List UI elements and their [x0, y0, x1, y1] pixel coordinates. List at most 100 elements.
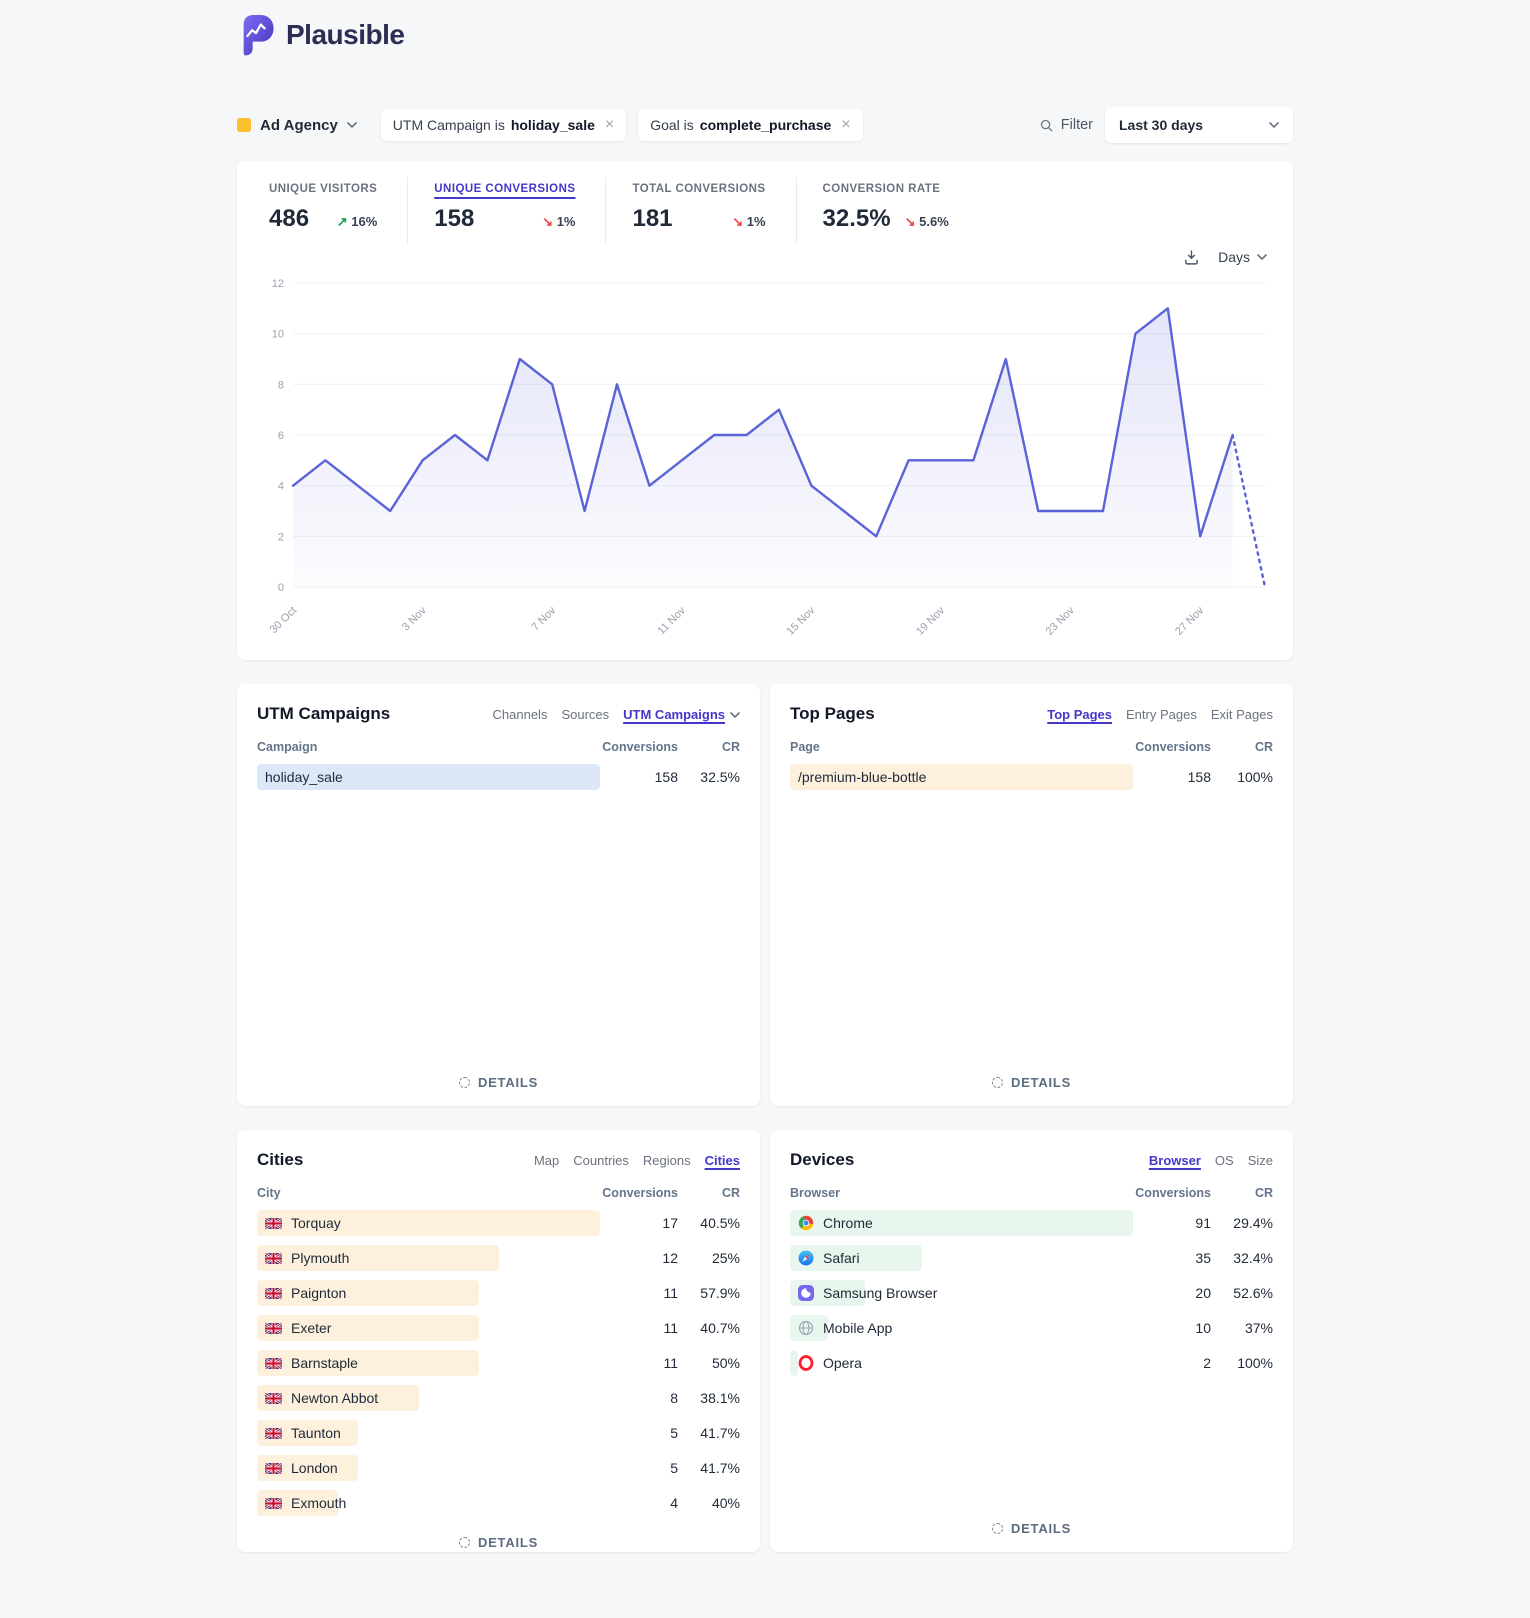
stat-unique-conversions[interactable]: UNIQUE CONVERSIONS 158 ↘ 1% [407, 177, 605, 243]
item-name: Exeter [291, 1320, 332, 1336]
svg-text:27 Nov: 27 Nov [1173, 604, 1206, 637]
list-item-exmouth[interactable]: Exmouth 4 40% [257, 1490, 740, 1516]
item-conversions: 5 [670, 1460, 678, 1476]
item-conversions: 11 [663, 1320, 678, 1336]
stat-value: 158 [434, 205, 475, 232]
item-cr: 29.4% [1233, 1215, 1273, 1231]
item-cr: 38.1% [700, 1390, 740, 1406]
item-cr: 52.6% [1233, 1285, 1273, 1301]
interval-picker[interactable]: Days [1218, 249, 1267, 265]
details-button[interactable]: DETAILS [991, 1521, 1071, 1536]
tab-browser[interactable]: Browser [1148, 1153, 1201, 1168]
opera-icon [798, 1355, 814, 1371]
value-bar [257, 764, 600, 790]
item-name: /premium-blue-bottle [798, 769, 927, 785]
list-item-chrome[interactable]: Chrome 91 29.4% [790, 1210, 1273, 1236]
tab-utm-campaigns[interactable]: UTM Campaigns [623, 707, 740, 722]
interval-value: Days [1218, 249, 1250, 265]
list-item-plymouth[interactable]: Plymouth 12 25% [257, 1245, 740, 1271]
uk-flag-icon [265, 1322, 282, 1334]
chrome-icon [798, 1215, 814, 1231]
svg-text:19 Nov: 19 Nov [914, 604, 947, 637]
stat-change: ↗ 16% [336, 214, 378, 229]
stat-unique-visitors[interactable]: UNIQUE VISITORS 486 ↗ 16% [261, 177, 407, 243]
value-bar [790, 764, 1133, 790]
list-item-barnstaple[interactable]: Barnstaple 11 50% [257, 1350, 740, 1376]
tab-channels[interactable]: Channels [492, 707, 548, 722]
utm-campaigns-panel: UTM Campaigns Channels Sources UTM Campaign… [237, 684, 760, 1106]
svg-text:3 Nov: 3 Nov [400, 604, 429, 633]
value-bar [790, 1210, 1133, 1236]
svg-text:30 Oct: 30 Oct [268, 605, 299, 636]
filter-button[interactable]: Filter [1039, 117, 1093, 133]
export-button[interactable] [1183, 249, 1200, 266]
site-name: Ad Agency [260, 116, 338, 134]
list-item--premium-blue-bottle[interactable]: /premium-blue-bottle 158 100% [790, 764, 1273, 790]
stat-conversion-rate[interactable]: CONVERSION RATE 32.5% ↘ 5.6% [795, 177, 979, 243]
svg-text:10: 10 [272, 329, 284, 341]
uk-flag-icon [265, 1392, 282, 1404]
item-cr: 32.5% [700, 769, 740, 785]
arrow-down-icon: ↘ [732, 214, 744, 229]
list-item-mobile-app[interactable]: Mobile App 10 37% [790, 1315, 1273, 1341]
item-conversions: 158 [1187, 769, 1211, 785]
item-conversions: 35 [1195, 1250, 1211, 1266]
list-item-newton-abbot[interactable]: Newton Abbot 8 38.1% [257, 1385, 740, 1411]
list-item-safari[interactable]: Safari 35 32.4% [790, 1245, 1273, 1271]
svg-text:8: 8 [278, 379, 284, 391]
svg-text:4: 4 [278, 481, 284, 493]
item-name: Chrome [823, 1215, 873, 1231]
item-conversions: 10 [1195, 1320, 1211, 1336]
filter-pill-complete_purchase[interactable]: Goal is complete_purchase × [638, 109, 863, 141]
tab-cities[interactable]: Cities [704, 1153, 740, 1168]
date-range-picker[interactable]: Last 30 days [1105, 107, 1293, 143]
filter-bar: Ad Agency UTM Campaign is holiday_sale × G… [237, 107, 1293, 143]
tab-os[interactable]: OS [1214, 1153, 1234, 1168]
details-button[interactable]: DETAILS [991, 1075, 1071, 1090]
tab-map[interactable]: Map [533, 1153, 560, 1168]
list-item-london[interactable]: London 5 41.7% [257, 1455, 740, 1481]
stats-row: UNIQUE VISITORS 486 ↗ 16% UNIQUE CONVERSION… [261, 177, 1269, 243]
item-conversions: 91 [1195, 1215, 1211, 1231]
tab-top-pages[interactable]: Top Pages [1047, 707, 1113, 722]
list-item-opera[interactable]: Opera 2 100% [790, 1350, 1273, 1376]
remove-filter-button[interactable]: × [601, 117, 614, 133]
item-name: Safari [823, 1250, 860, 1266]
arrow-up-icon: ↗ [336, 214, 348, 229]
stat-total-conversions[interactable]: TOTAL CONVERSIONS 181 ↘ 1% [605, 177, 795, 243]
column-headers: City Conversions CR [257, 1186, 740, 1200]
value-bar [257, 1315, 479, 1341]
item-name: Torquay [291, 1215, 341, 1231]
remove-filter-button[interactable]: × [837, 117, 850, 133]
item-name: holiday_sale [265, 769, 343, 785]
tab-exit-pages[interactable]: Exit Pages [1210, 707, 1273, 722]
uk-flag-icon [265, 1357, 282, 1369]
item-cr: 25% [711, 1250, 740, 1266]
tab-size[interactable]: Size [1247, 1153, 1273, 1168]
filter-pill-prefix: UTM Campaign is [392, 117, 505, 133]
tab-regions[interactable]: Regions [642, 1153, 691, 1168]
conversions-chart[interactable]: 0 2 4 6 8 10 12 30 Oct 3 Nov 7 Nov 11 Nov 15 Nov 19 … [261, 273, 1269, 650]
list-item-torquay[interactable]: Torquay 17 40.5% [257, 1210, 740, 1236]
list-item-paignton[interactable]: Paignton 11 57.9% [257, 1280, 740, 1306]
list-item-exeter[interactable]: Exeter 11 40.7% [257, 1315, 740, 1341]
uk-flag-icon [265, 1252, 282, 1264]
item-cr: 37% [1244, 1320, 1273, 1336]
tab-countries[interactable]: Countries [573, 1153, 629, 1168]
filter-pill-holiday_sale[interactable]: UTM Campaign is holiday_sale × [380, 109, 627, 141]
list-item-holiday-sale[interactable]: holiday_sale 158 32.5% [257, 764, 740, 790]
top-pages-panel: Top Pages Top Pages Entry Pages Exit Pages P… [770, 684, 1293, 1106]
tab-entry-pages[interactable]: Entry Pages [1126, 707, 1197, 722]
item-conversions: 11 [663, 1285, 678, 1301]
details-button[interactable]: DETAILS [458, 1535, 538, 1550]
tab-sources[interactable]: Sources [561, 707, 610, 722]
column-headers: Browser Conversions CR [790, 1186, 1273, 1200]
list-item-samsung-browser[interactable]: Samsung Browser 20 52.6% [790, 1280, 1273, 1306]
item-conversions: 17 [662, 1215, 678, 1231]
column-conversions: Conversions [1135, 1186, 1211, 1200]
stat-label: UNIQUE CONVERSIONS [434, 183, 576, 195]
site-picker[interactable]: Ad Agency [237, 117, 357, 134]
brand-link[interactable]: Plausible [237, 13, 405, 57]
details-button[interactable]: DETAILS [458, 1075, 538, 1090]
list-item-taunton[interactable]: Taunton 5 41.7% [257, 1420, 740, 1446]
